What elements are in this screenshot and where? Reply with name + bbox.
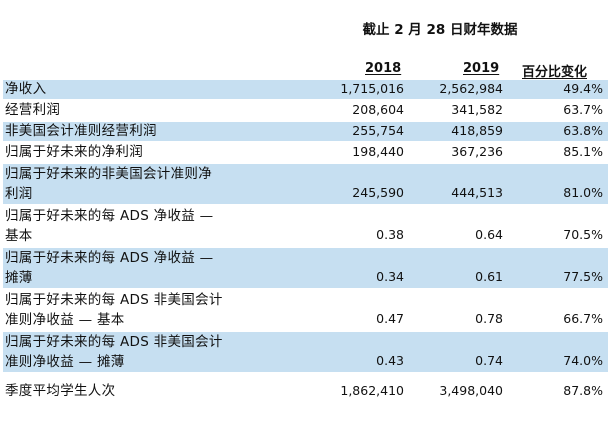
value-change: 85.1% (563, 144, 603, 159)
table-row: 经营利润 208,604 341,582 63.7% (3, 101, 608, 120)
value-2019: 3,498,040 (439, 383, 503, 398)
row-label: 净收入 (5, 81, 47, 97)
table-row: 归属于好未来的每 ADS 非美国会计 准则净收益 — 基本 0.47 0.78 … (3, 290, 608, 330)
value-change: 63.8% (563, 123, 603, 138)
table-row: 归属于好未来的每 ADS 非美国会计 准则净收益 — 摊薄 0.43 0.74 … (3, 332, 608, 372)
value-change: 74.0% (563, 353, 603, 368)
value-2019: 444,513 (451, 185, 503, 200)
table-row: 归属于好未来的净利润 198,440 367,236 85.1% (3, 143, 608, 162)
header-percent-change: 百分比变化 (522, 65, 588, 80)
value-2018: 255,754 (352, 123, 404, 138)
row-label: 经营利润 (5, 102, 61, 118)
value-2018: 0.47 (376, 311, 404, 326)
row-label: 归属于好未来的每 ADS 净收益 — 摊薄 (5, 250, 214, 286)
table-row: 归属于好未来的非美国会计准则净 利润 245,590 444,513 81.0% (3, 164, 608, 204)
row-label: 归属于好未来的每 ADS 非美国会计 准则净收益 — 基本 (5, 292, 223, 328)
financial-table: 净收入 1,715,016 2,562,984 49.4% 经营利润 208,6… (3, 80, 608, 403)
value-2019: 2,562,984 (439, 81, 503, 96)
header-2019: 2019 (463, 61, 500, 76)
value-2019: 0.74 (475, 353, 503, 368)
value-2019: 0.64 (475, 227, 503, 242)
header-2018: 2018 (365, 61, 402, 76)
table-row: 净收入 1,715,016 2,562,984 49.4% (3, 80, 608, 99)
table-row: 季度平均学生人次 1,862,410 3,498,040 87.8% (3, 382, 608, 401)
value-2019: 0.78 (475, 311, 503, 326)
value-change: 63.7% (563, 102, 603, 117)
row-label: 归属于好未来的每 ADS 非美国会计 准则净收益 — 摊薄 (5, 334, 223, 370)
value-2019: 341,582 (451, 102, 503, 117)
row-label: 归属于好未来的非美国会计准则净 利润 (5, 166, 212, 202)
value-2018: 1,862,410 (340, 383, 404, 398)
value-change: 77.5% (563, 269, 603, 284)
value-2019: 367,236 (451, 144, 503, 159)
table-row: 归属于好未来的每 ADS 净收益 — 基本 0.38 0.64 70.5% (3, 206, 608, 246)
value-change: 81.0% (563, 185, 603, 200)
table-row: 归属于好未来的每 ADS 净收益 — 摊薄 0.34 0.61 77.5% (3, 248, 608, 288)
table-row: 非美国会计准则经营利润 255,754 418,859 63.8% (3, 122, 608, 141)
value-change: 87.8% (563, 383, 603, 398)
page-title: 截止 2 月 28 日财年数据 (362, 22, 518, 38)
value-change: 49.4% (563, 81, 603, 96)
value-2019: 418,859 (451, 123, 503, 138)
value-2018: 0.38 (376, 227, 404, 242)
value-2018: 208,604 (352, 102, 404, 117)
value-2018: 198,440 (352, 144, 404, 159)
row-label: 季度平均学生人次 (5, 383, 116, 399)
value-2019: 0.61 (475, 269, 503, 284)
row-label: 非美国会计准则经营利润 (5, 123, 157, 139)
value-change: 66.7% (563, 311, 603, 326)
value-2018: 245,590 (352, 185, 404, 200)
value-2018: 1,715,016 (340, 81, 404, 96)
row-label: 归属于好未来的每 ADS 净收益 — 基本 (5, 208, 214, 244)
value-change: 70.5% (563, 227, 603, 242)
row-label: 归属于好未来的净利润 (5, 144, 143, 160)
value-2018: 0.34 (376, 269, 404, 284)
value-2018: 0.43 (376, 353, 404, 368)
